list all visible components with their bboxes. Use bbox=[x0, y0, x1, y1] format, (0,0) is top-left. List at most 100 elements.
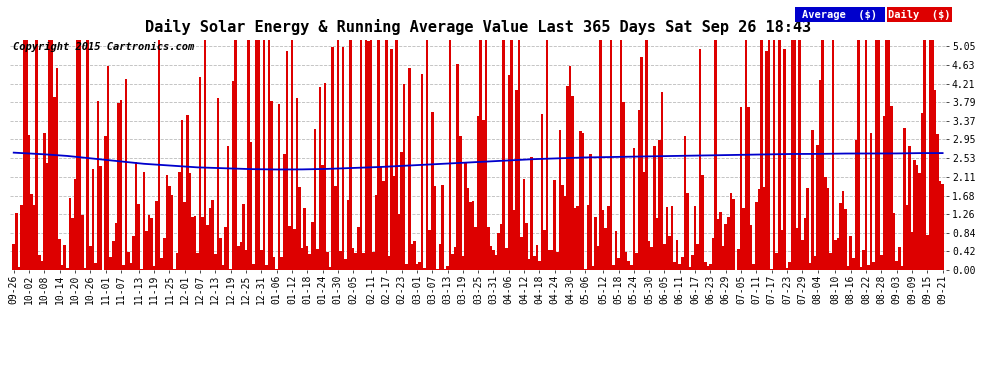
Bar bbox=[633, 147, 636, 270]
Bar bbox=[482, 120, 484, 270]
Bar bbox=[115, 224, 117, 270]
Bar bbox=[788, 262, 791, 270]
Bar bbox=[592, 266, 594, 270]
Bar bbox=[641, 57, 643, 270]
Bar bbox=[822, 40, 824, 270]
Bar bbox=[515, 90, 518, 270]
Bar bbox=[44, 134, 46, 270]
Bar bbox=[658, 140, 660, 270]
Bar bbox=[589, 154, 592, 270]
Bar bbox=[395, 40, 398, 270]
Bar bbox=[643, 172, 645, 270]
Bar bbox=[324, 83, 327, 270]
Bar bbox=[890, 106, 893, 270]
Bar bbox=[474, 227, 477, 270]
Bar bbox=[206, 225, 209, 270]
Bar bbox=[793, 40, 796, 270]
Bar bbox=[579, 131, 581, 270]
Bar bbox=[293, 228, 296, 270]
Bar bbox=[898, 247, 901, 270]
Bar bbox=[25, 40, 28, 270]
Bar bbox=[275, 269, 278, 270]
Bar bbox=[176, 253, 178, 270]
Bar bbox=[303, 208, 306, 270]
Bar bbox=[783, 49, 786, 270]
Bar bbox=[720, 212, 722, 270]
Bar bbox=[510, 40, 513, 270]
Bar bbox=[112, 241, 115, 270]
Bar bbox=[630, 265, 633, 270]
Bar bbox=[895, 261, 898, 270]
Bar bbox=[168, 186, 170, 270]
Bar bbox=[725, 224, 727, 270]
Bar bbox=[681, 257, 684, 270]
Bar bbox=[730, 193, 732, 270]
Bar bbox=[181, 120, 183, 270]
Bar bbox=[424, 268, 426, 270]
Bar bbox=[924, 40, 926, 270]
Bar bbox=[28, 135, 31, 270]
Bar bbox=[369, 40, 372, 270]
Bar bbox=[86, 40, 89, 270]
Bar bbox=[870, 133, 872, 270]
Bar bbox=[707, 266, 709, 270]
Bar bbox=[768, 40, 770, 270]
Bar bbox=[556, 252, 558, 270]
Bar bbox=[219, 238, 222, 270]
Bar bbox=[704, 262, 707, 270]
Bar bbox=[257, 40, 260, 270]
Bar bbox=[544, 230, 545, 270]
Bar bbox=[518, 40, 521, 270]
Bar bbox=[334, 186, 337, 270]
Bar bbox=[623, 102, 625, 270]
Bar bbox=[752, 264, 755, 270]
Bar bbox=[668, 236, 671, 270]
Bar bbox=[400, 152, 403, 270]
Bar bbox=[128, 252, 130, 270]
Bar bbox=[806, 188, 809, 270]
Bar bbox=[819, 80, 822, 270]
Bar bbox=[262, 40, 265, 270]
Bar bbox=[926, 235, 929, 270]
Bar bbox=[393, 176, 395, 270]
Bar bbox=[152, 267, 155, 270]
Bar bbox=[249, 142, 252, 270]
Bar bbox=[122, 265, 125, 270]
Bar bbox=[81, 214, 84, 270]
Bar bbox=[645, 40, 647, 270]
Bar bbox=[574, 209, 576, 270]
Bar bbox=[38, 255, 41, 270]
Bar bbox=[36, 40, 38, 270]
Bar bbox=[283, 154, 285, 270]
Bar bbox=[55, 68, 58, 270]
Bar bbox=[140, 269, 143, 270]
Bar bbox=[84, 268, 86, 270]
Bar bbox=[694, 207, 696, 270]
Bar bbox=[908, 146, 911, 270]
Bar bbox=[563, 196, 566, 270]
Bar bbox=[46, 163, 49, 270]
Bar bbox=[191, 216, 194, 270]
Bar bbox=[260, 251, 262, 270]
Bar bbox=[939, 181, 941, 270]
Bar bbox=[740, 106, 742, 270]
Bar bbox=[872, 262, 875, 270]
Bar bbox=[217, 98, 219, 270]
Bar bbox=[332, 47, 334, 270]
Bar bbox=[133, 236, 135, 270]
Bar bbox=[243, 204, 245, 270]
Bar bbox=[120, 100, 122, 270]
Bar bbox=[581, 133, 584, 270]
Bar bbox=[252, 264, 254, 270]
Bar bbox=[20, 206, 23, 270]
Bar bbox=[288, 226, 291, 270]
Bar bbox=[222, 265, 225, 270]
Bar bbox=[337, 40, 340, 270]
Bar bbox=[875, 40, 877, 270]
Bar bbox=[349, 40, 351, 270]
Bar bbox=[97, 101, 99, 270]
Bar bbox=[650, 247, 653, 270]
Bar bbox=[867, 265, 870, 270]
Bar bbox=[852, 258, 854, 270]
Bar bbox=[13, 244, 15, 270]
